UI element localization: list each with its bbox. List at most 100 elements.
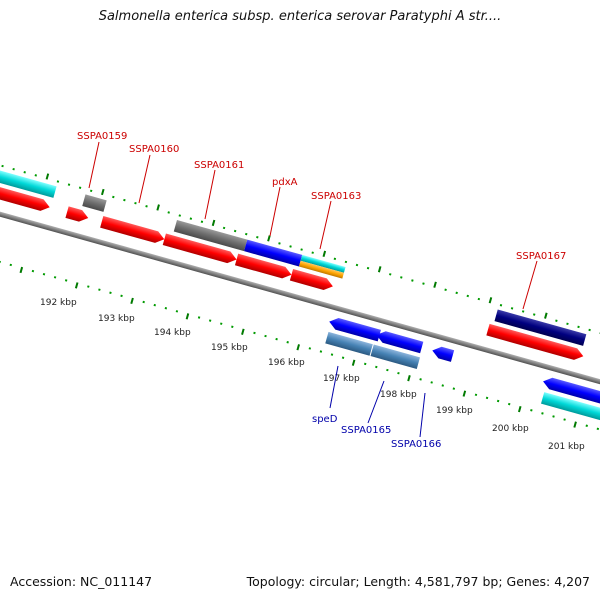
gene-feature[interactable] (375, 329, 424, 354)
minor-tick (264, 334, 267, 338)
gene-feature[interactable] (289, 268, 335, 292)
minor-tick (521, 310, 525, 313)
major-tick (322, 250, 327, 257)
minor-tick (289, 245, 292, 248)
minor-tick (219, 322, 223, 325)
gene-feature[interactable] (298, 260, 344, 279)
major-tick (517, 405, 522, 413)
major-tick (296, 344, 300, 351)
gene-label-pdxa[interactable]: pdxA (272, 177, 298, 188)
kbp-label: 195 kbp (211, 343, 248, 353)
gene-label-sspa0161[interactable]: SSPA0161 (194, 160, 244, 171)
minor-tick (67, 183, 71, 186)
label-leader-line (204, 169, 216, 220)
minor-tick (419, 378, 422, 381)
minor-tick (422, 282, 425, 285)
kbp-label: 192 kbp (40, 298, 77, 308)
minor-tick (245, 232, 248, 236)
minor-tick (485, 396, 489, 400)
gene-label-sped[interactable]: speD (312, 414, 338, 425)
minor-tick (231, 325, 234, 329)
minor-tick (541, 412, 544, 415)
gene-feature[interactable] (65, 206, 89, 223)
gene-feature-sped[interactable] (328, 316, 381, 342)
major-tick (433, 281, 437, 288)
gene-feature-sspa0161[interactable] (173, 219, 248, 252)
minor-tick (363, 362, 367, 366)
minor-tick (208, 319, 212, 322)
label-leader-line (319, 200, 332, 250)
major-tick (462, 390, 467, 397)
minor-tick (441, 384, 444, 387)
minor-tick (178, 214, 182, 217)
minor-tick (34, 174, 38, 177)
gene-feature-sspa0159[interactable] (82, 194, 107, 212)
gene-label-sspa0165[interactable]: SSPA0165 (341, 425, 391, 436)
gene-label-sspa0159[interactable]: SSPA0159 (77, 131, 127, 142)
minor-tick (123, 198, 126, 202)
gene-feature[interactable] (486, 323, 585, 362)
minor-tick (430, 381, 433, 384)
gene-feature[interactable] (541, 392, 600, 431)
minor-tick (300, 248, 303, 251)
reverse-tick-row (0, 260, 600, 431)
gene-feature-sspa0166[interactable] (370, 344, 420, 369)
major-tick (19, 266, 24, 274)
minor-tick (23, 171, 26, 174)
gene-feature-sspa0160[interactable] (100, 216, 166, 245)
minor-tick (366, 266, 370, 270)
gene-feature-sspa0165[interactable] (325, 331, 373, 356)
gene-label-sspa0167[interactable]: SSPA0167 (516, 251, 566, 262)
gene-feature-sspa0163[interactable] (300, 254, 346, 273)
minor-tick (9, 263, 13, 267)
gene-label-sspa0166[interactable]: SSPA0166 (391, 439, 441, 450)
minor-tick (89, 189, 93, 193)
genome-backbone (0, 174, 600, 422)
major-tick (241, 328, 245, 335)
gene-feature[interactable] (0, 165, 51, 213)
minor-tick (120, 294, 123, 298)
minor-tick (477, 297, 481, 301)
gene-label-sspa0160[interactable]: SSPA0160 (129, 144, 179, 155)
gene-feature[interactable] (234, 253, 293, 281)
gene-label-sspa0163[interactable]: SSPA0163 (311, 191, 361, 202)
kbp-label: 198 kbp (380, 390, 417, 400)
minor-tick (164, 306, 168, 310)
minor-tick (98, 288, 101, 291)
label-leader-line (419, 392, 426, 438)
major-tick (377, 266, 382, 273)
kbp-scale: 192 kbp 193 kbp 194 kbp 195 kbp 196 kbp … (40, 298, 585, 452)
minor-tick (278, 242, 281, 245)
reverse-gene-labels: speD SSPA0165 SSPA0166 (312, 365, 441, 450)
minor-tick (64, 279, 68, 282)
minor-tick (31, 269, 35, 273)
label-leader-line (138, 154, 151, 204)
accession-text: Accession: NC_011147 (10, 574, 153, 589)
minor-tick (53, 276, 57, 279)
kbp-label: 196 kbp (268, 358, 305, 368)
major-tick (351, 359, 356, 366)
minor-tick (588, 328, 591, 332)
minor-tick (530, 409, 533, 412)
minor-tick (56, 180, 60, 183)
major-tick (45, 173, 50, 180)
gene-feature[interactable] (431, 345, 455, 362)
major-tick (573, 421, 577, 428)
major-tick (156, 204, 160, 211)
minor-tick (355, 263, 359, 267)
gene-feature[interactable] (162, 233, 238, 266)
minor-tick (532, 313, 536, 316)
minor-tick (596, 427, 600, 431)
minor-tick (397, 371, 400, 375)
kbp-label: 200 kbp (492, 424, 529, 434)
gene-feature[interactable] (541, 376, 600, 416)
gene-feature-pdxa[interactable] (244, 239, 303, 267)
kbp-label: 194 kbp (154, 328, 191, 338)
gene-feature[interactable] (0, 150, 57, 198)
minor-tick (253, 331, 256, 335)
minor-tick (175, 310, 179, 313)
gene-feature-sspa0167[interactable] (494, 309, 587, 346)
minor-tick (330, 353, 334, 356)
minor-tick (474, 393, 478, 397)
